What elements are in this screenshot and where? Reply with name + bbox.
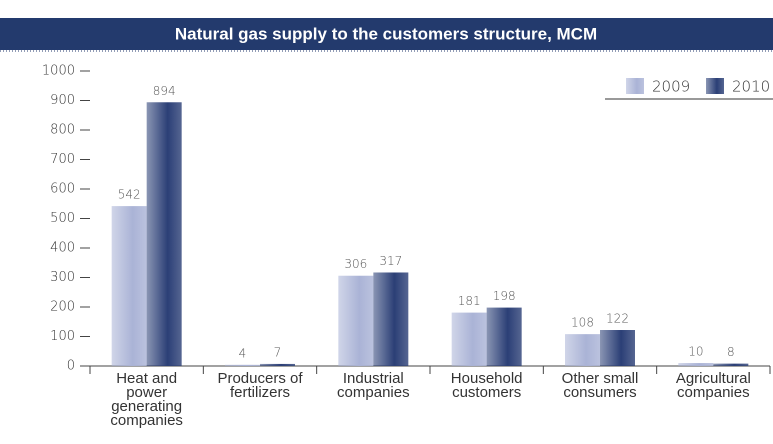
y-tick-label: 0 xyxy=(67,359,75,374)
y-tick-label: 200 xyxy=(50,300,75,315)
bar xyxy=(713,363,749,366)
y-tick-label: 100 xyxy=(50,329,75,344)
value-label: 181 xyxy=(458,294,481,308)
bar xyxy=(565,334,600,366)
bar xyxy=(600,330,635,366)
bar xyxy=(338,275,374,366)
bar xyxy=(486,307,522,366)
x-tick-label-box: Household customers xyxy=(450,372,523,401)
legend-label: 2010 xyxy=(732,78,770,96)
bar xyxy=(373,272,409,366)
y-tick-label: 1000 xyxy=(42,64,75,79)
y-tick-label: 500 xyxy=(50,211,75,226)
value-label: 894 xyxy=(153,84,176,98)
legend-swatch xyxy=(626,78,644,94)
x-tick-label: Heat and power generating companies xyxy=(110,372,183,429)
y-tick-label: 600 xyxy=(50,182,75,197)
bar xyxy=(678,363,714,366)
y-tick-label: 300 xyxy=(50,270,75,285)
legend-swatch xyxy=(706,78,724,94)
bar xyxy=(146,102,182,367)
chart-title: Natural gas supply to the customers stru… xyxy=(175,24,597,43)
value-label: 7 xyxy=(274,345,282,359)
y-tick-label: 700 xyxy=(50,152,75,167)
y-tick-label: 400 xyxy=(50,241,75,256)
x-tick-label: Household customers xyxy=(450,372,523,401)
value-label: 108 xyxy=(571,316,594,330)
x-tick-label: Other small consumers xyxy=(561,372,639,401)
y-tick-label: 800 xyxy=(50,123,75,138)
x-tick-label-box: Heat and power generating companies xyxy=(110,372,183,429)
value-label: 10 xyxy=(688,345,703,359)
title-banner xyxy=(0,18,773,50)
value-label: 4 xyxy=(239,346,247,360)
value-label: 8 xyxy=(727,345,735,359)
x-tick-label: Agricultural companies xyxy=(675,372,751,401)
legend-label: 2009 xyxy=(652,78,690,96)
value-label: 198 xyxy=(493,289,516,303)
value-label: 122 xyxy=(606,312,629,326)
y-tick-label: 900 xyxy=(50,93,75,108)
bar xyxy=(451,312,487,366)
x-tick-label-box: Other small consumers xyxy=(561,372,639,401)
x-tick-label-box: Industrial companies xyxy=(337,372,410,401)
x-tick-label: Industrial companies xyxy=(337,372,410,401)
value-label: 542 xyxy=(118,188,141,202)
value-label: 306 xyxy=(344,257,367,271)
value-label: 317 xyxy=(379,254,402,268)
bar xyxy=(225,364,260,366)
x-tick-label-box: Agricultural companies xyxy=(675,372,751,401)
bar xyxy=(111,206,147,366)
x-tick-label-box: Producers of fertilizers xyxy=(217,372,303,401)
x-tick-label: Producers of fertilizers xyxy=(217,372,303,401)
bar xyxy=(260,363,295,366)
